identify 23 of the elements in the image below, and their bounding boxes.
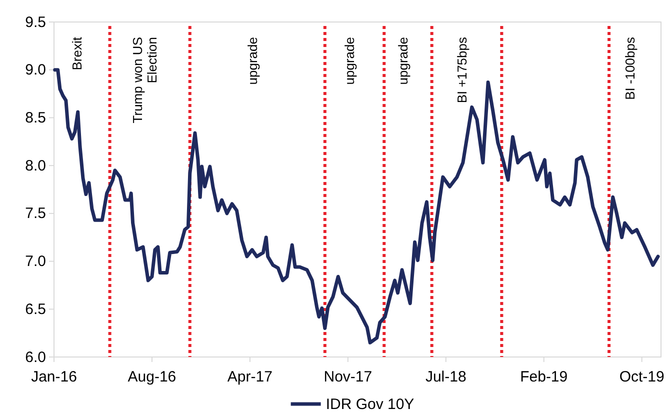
x-tick-label: Jul-18	[425, 368, 466, 386]
annotation: Brexit	[69, 36, 84, 70]
x-tick-label: Nov-17	[324, 368, 372, 386]
annotation: upgrade	[342, 37, 358, 85]
y-tick-label: 9.5	[25, 14, 46, 31]
annotation: Trump won US Election	[130, 36, 160, 124]
y-tick-label: 6.5	[25, 300, 46, 318]
y-tick-label: 7.5	[25, 205, 46, 222]
y-tick-label: 6.0	[25, 348, 46, 366]
annotation: upgrade	[396, 37, 411, 85]
x-tick-label: Apr-17	[227, 368, 272, 386]
annotation: upgrade	[244, 37, 260, 85]
x-tick-label: Jan-16	[31, 368, 77, 386]
y-tick-label: 7.0	[25, 253, 46, 270]
x-tick-label: Aug-16	[128, 368, 176, 386]
annotation: BI -100bps	[622, 36, 638, 100]
y-tick-label: 9.0	[25, 62, 46, 79]
annotation: BI +175bps	[454, 36, 470, 104]
x-tick-label: Feb-19	[520, 368, 568, 386]
y-tick-label: 8.5	[25, 110, 46, 127]
legend-label: IDR Gov 10Y	[326, 396, 414, 412]
y-tick-label: 8.0	[25, 157, 46, 174]
x-tick-label: Oct-19	[619, 368, 664, 386]
